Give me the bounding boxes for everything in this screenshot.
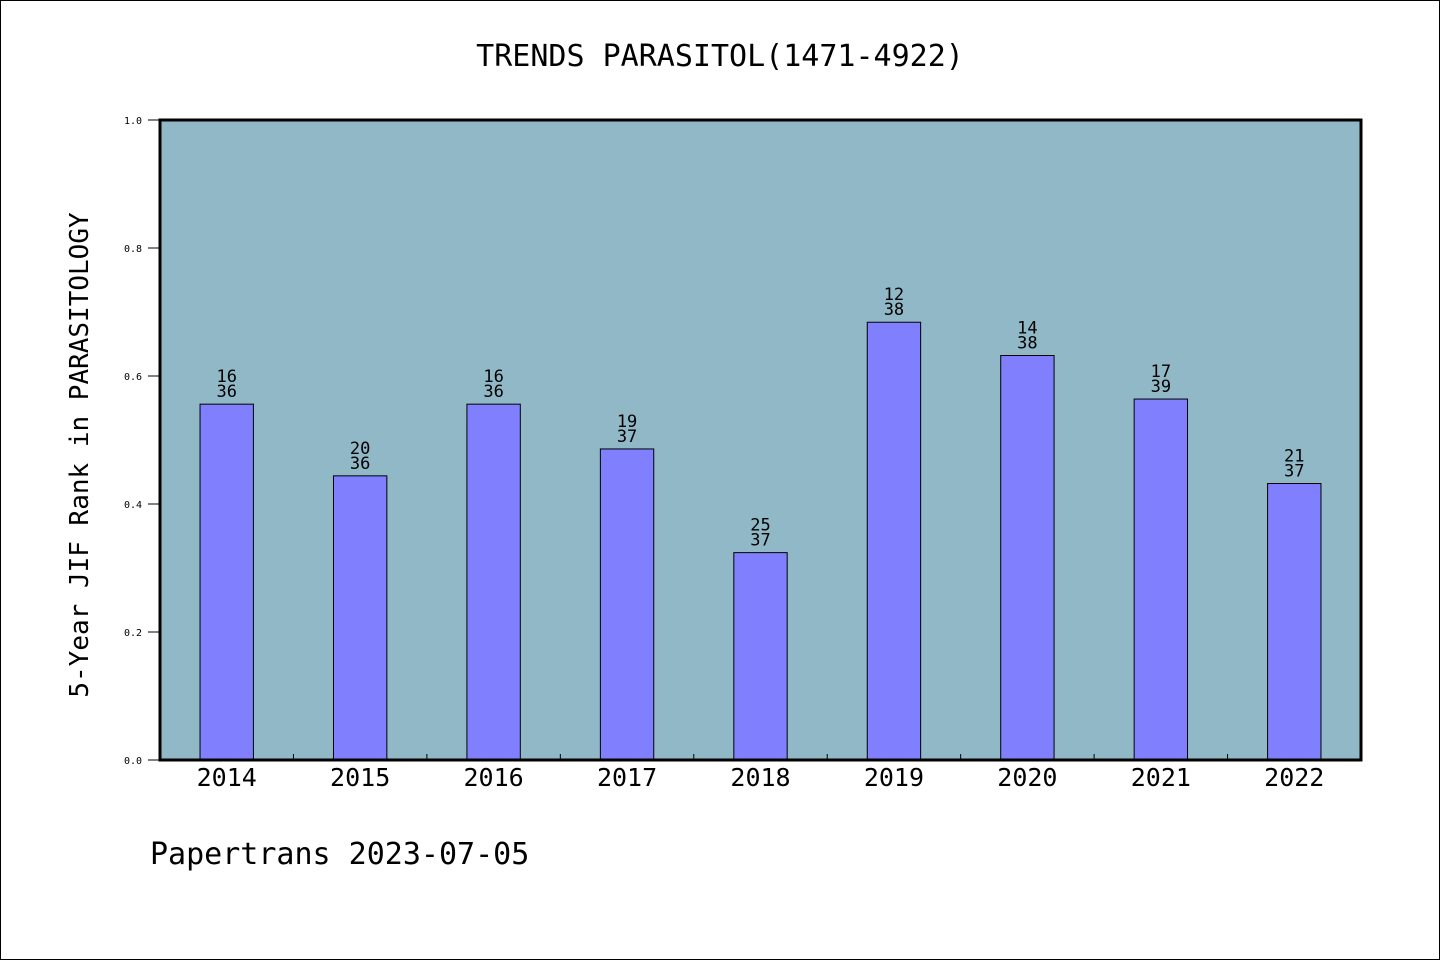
bar-2017 (599, 448, 655, 761)
x-tick-label-2017: 2017 (597, 763, 657, 792)
bar-label-rank-2014: 16 (216, 367, 236, 387)
x-tick-label-2018: 2018 (730, 763, 790, 792)
bar-label-total-2017: 37 (617, 427, 637, 447)
bar-label-total-2015: 36 (350, 454, 370, 474)
x-tick-label-2021: 2021 (1131, 763, 1191, 792)
plot-border (158, 118, 1363, 762)
bar-2014 (199, 403, 254, 761)
y-tick-label: 0.4 (124, 500, 142, 511)
bar-label-total-2014: 36 (216, 382, 236, 402)
x-tick-label-2014: 2014 (197, 763, 257, 792)
bar-2016 (466, 403, 521, 761)
x-tick-label-2016: 2016 (464, 763, 524, 792)
bar-2020 (1000, 355, 1055, 761)
bar-2018 (733, 552, 788, 761)
x-axis: 2014 2015 2016 2017 2018 2019 2020 2021 2022 (197, 754, 1324, 792)
bar-label-rank-2021: 17 (1151, 362, 1171, 382)
bar-label-total-2022: 37 (1284, 462, 1304, 482)
y-tick-label: 0.0 (124, 756, 142, 767)
bar-2022 (1267, 483, 1322, 761)
y-axis: 0.0 0.2 0.4 0.6 0.8 1.0 (124, 116, 160, 767)
y-tick-label: 0.2 (124, 628, 142, 639)
bar-label-rank-2022: 21 (1284, 447, 1304, 467)
bar-2021 (1133, 398, 1189, 761)
bar-label-total-2020: 38 (1017, 334, 1037, 354)
bars-layer (199, 321, 1322, 761)
bar-label-rank-2019: 12 (884, 285, 904, 305)
bar-label-total-2019: 38 (884, 300, 904, 320)
chart-title: TRENDS PARASITOL(1471-4922) (476, 39, 964, 74)
bar-label-rank-2018: 25 (750, 516, 770, 536)
bar-label-total-2021: 39 (1151, 377, 1171, 397)
bar-label-rank-2015: 20 (350, 439, 370, 459)
x-tick-label-2019: 2019 (864, 763, 924, 792)
bar-label-rank-2020: 14 (1017, 319, 1037, 339)
bar-label-rank-2016: 16 (483, 367, 503, 387)
y-tick-label: 0.8 (124, 244, 142, 255)
y-tick-label: 1.0 (124, 116, 142, 127)
x-tick-label-2020: 2020 (997, 763, 1057, 792)
bar-label-total-2016: 36 (483, 382, 503, 402)
x-tick-label-2015: 2015 (330, 763, 390, 792)
y-tick-label: 0.6 (124, 372, 142, 383)
y-axis-label: 5-Year JIF Rank in PARASITOLOGY (65, 212, 95, 698)
bar-label-total-2018: 37 (750, 531, 770, 551)
bar-2019 (866, 321, 922, 761)
x-tick-label-2022: 2022 (1264, 763, 1324, 792)
bar-label-rank-2017: 19 (617, 412, 637, 432)
footer-caption: Papertrans 2023-07-05 (150, 837, 529, 872)
bar-2015 (332, 475, 388, 761)
